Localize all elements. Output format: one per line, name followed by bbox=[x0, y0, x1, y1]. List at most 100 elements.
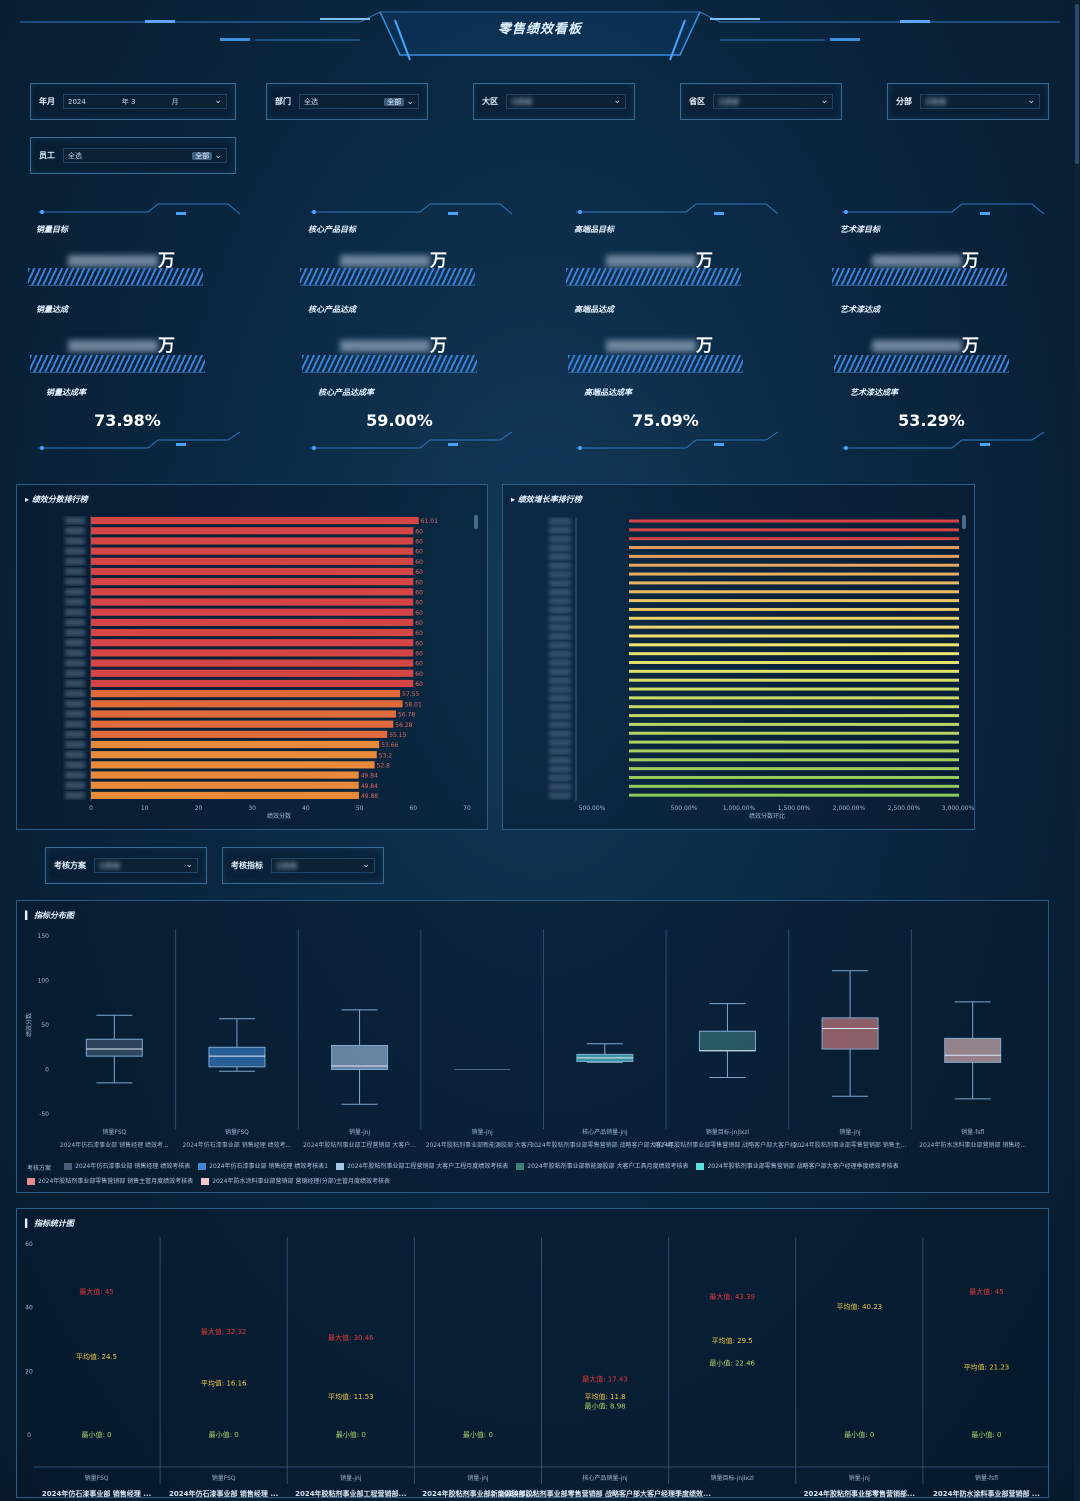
metric-select[interactable]: 无数据 ⌄ bbox=[271, 858, 375, 873]
bar[interactable] bbox=[91, 659, 414, 667]
bar[interactable] bbox=[91, 517, 419, 525]
bar[interactable] bbox=[91, 761, 375, 769]
filter-region[interactable]: 大区 无数据 ⌄ bbox=[473, 83, 635, 120]
bar[interactable] bbox=[629, 616, 959, 620]
bar[interactable] bbox=[91, 608, 414, 616]
filter-branch[interactable]: 分部 无数据 ⌄ bbox=[887, 83, 1049, 120]
chevron-down-icon[interactable]: ⌄ bbox=[613, 96, 621, 106]
bar[interactable] bbox=[629, 705, 959, 709]
legend-item[interactable]: 2024年胶粘剂事业部零售营销部 销售主管月度绩效考核表 bbox=[27, 1176, 193, 1187]
bar[interactable] bbox=[629, 625, 959, 629]
bar[interactable] bbox=[629, 519, 959, 523]
bar[interactable] bbox=[91, 618, 414, 626]
chart-scrollbar[interactable] bbox=[962, 515, 966, 529]
legend-item[interactable]: 2024年胶粘剂事业部零售营销部 战略客户部大客户经理季度绩效考核表 bbox=[696, 1161, 899, 1172]
bar[interactable] bbox=[91, 781, 359, 789]
bar[interactable] bbox=[629, 554, 959, 558]
bar[interactable] bbox=[629, 687, 959, 691]
box-plot-item[interactable] bbox=[85, 1014, 143, 1084]
filter-employee[interactable]: 员工 全选 全部 ⌄ bbox=[30, 137, 236, 174]
bar[interactable] bbox=[629, 599, 959, 603]
bar[interactable] bbox=[629, 528, 959, 532]
plan-select[interactable]: 无数据 ⌄ bbox=[94, 858, 198, 873]
bar[interactable] bbox=[629, 722, 959, 726]
chevron-down-icon[interactable]: ⌄ bbox=[406, 96, 414, 107]
bar[interactable] bbox=[91, 598, 414, 606]
chevron-down-icon[interactable]: ⌄ bbox=[214, 150, 222, 161]
box-plot-item[interactable] bbox=[821, 970, 879, 1097]
legend-item[interactable]: 2024年胶粘剂事业部工程营销部 大客户工程月度绩效考核表 bbox=[336, 1161, 508, 1172]
bar[interactable] bbox=[629, 714, 959, 718]
bar[interactable] bbox=[91, 720, 394, 728]
bar[interactable] bbox=[629, 775, 959, 779]
legend-item[interactable]: 2024年仿石漆事业部 销售经理 绩效考核表 bbox=[64, 1161, 190, 1172]
chevron-down-icon[interactable]: ⌄ bbox=[820, 96, 828, 106]
bar[interactable] bbox=[91, 700, 403, 708]
filter-year-month[interactable]: 年月 2024 年 3 月 ⌄ bbox=[30, 83, 236, 120]
bar[interactable] bbox=[91, 578, 414, 586]
box-plot-item[interactable] bbox=[698, 1003, 756, 1079]
bar[interactable] bbox=[629, 678, 959, 682]
bar[interactable] bbox=[629, 767, 959, 771]
bar[interactable] bbox=[629, 581, 959, 585]
filter-province[interactable]: 省区 无数据 ⌄ bbox=[680, 83, 842, 120]
bar[interactable] bbox=[91, 537, 414, 545]
legend-item[interactable]: 2024年仿石漆事业部 销售经理 绩效考核表1 bbox=[198, 1161, 328, 1172]
box-plot-item[interactable] bbox=[331, 1009, 389, 1105]
bar[interactable] bbox=[629, 546, 959, 550]
bar[interactable] bbox=[91, 547, 414, 555]
bar[interactable] bbox=[629, 696, 959, 700]
bar[interactable] bbox=[629, 537, 959, 541]
department-select[interactable]: 全选 全部 ⌄ bbox=[299, 94, 419, 109]
bar[interactable] bbox=[91, 751, 377, 759]
bar[interactable] bbox=[91, 649, 414, 657]
chevron-down-icon[interactable]: ⌄ bbox=[185, 860, 193, 870]
bar[interactable] bbox=[91, 771, 359, 779]
bar[interactable] bbox=[91, 791, 359, 799]
bar[interactable] bbox=[629, 607, 959, 611]
bar[interactable] bbox=[629, 643, 959, 647]
bar[interactable] bbox=[91, 557, 414, 565]
bar[interactable] bbox=[629, 652, 959, 656]
legend-item[interactable]: 2024年防水涂料事业部营销部 营销经理(分部)主管月度绩效考核表 bbox=[201, 1176, 390, 1187]
bar[interactable] bbox=[91, 679, 414, 688]
box-plot-item[interactable] bbox=[208, 1018, 266, 1072]
legend-item[interactable]: 2024年胶粘剂事业部新能源胶部 大客户工具月度绩效考核表 bbox=[516, 1161, 688, 1172]
bar[interactable] bbox=[629, 740, 959, 744]
branch-select[interactable]: 无数据 ⌄ bbox=[920, 94, 1040, 109]
bar[interactable] bbox=[629, 758, 959, 762]
chart-scrollbar[interactable] bbox=[474, 515, 478, 529]
province-select[interactable]: 无数据 ⌄ bbox=[713, 94, 833, 109]
box-plot-item[interactable] bbox=[576, 1043, 634, 1063]
bar[interactable] bbox=[629, 661, 959, 664]
chevron-down-icon[interactable]: ⌄ bbox=[214, 96, 222, 106]
year-month-select[interactable]: 2024 年 3 月 ⌄ bbox=[63, 94, 227, 109]
selector-metric[interactable]: 考核指标 无数据 ⌄ bbox=[222, 847, 384, 884]
chevron-down-icon[interactable]: ⌄ bbox=[362, 860, 370, 870]
selector-plan[interactable]: 考核方案 无数据 ⌄ bbox=[45, 847, 207, 884]
bar[interactable] bbox=[91, 527, 414, 535]
bar[interactable] bbox=[629, 784, 959, 788]
box-plot-item[interactable] bbox=[944, 1001, 1002, 1100]
scrollbar-thumb[interactable] bbox=[1075, 4, 1079, 164]
bar[interactable] bbox=[91, 690, 401, 698]
bar[interactable] bbox=[91, 628, 414, 637]
bar[interactable] bbox=[629, 572, 959, 576]
bar[interactable] bbox=[629, 669, 959, 673]
bar[interactable] bbox=[91, 588, 414, 596]
employee-select[interactable]: 全选 全部 ⌄ bbox=[63, 148, 227, 163]
bar[interactable] bbox=[629, 749, 959, 753]
bar[interactable] bbox=[91, 639, 414, 647]
bar[interactable] bbox=[629, 634, 959, 638]
bar[interactable] bbox=[629, 793, 959, 797]
region-select[interactable]: 无数据 ⌄ bbox=[506, 94, 626, 109]
bar[interactable] bbox=[629, 731, 959, 735]
chevron-down-icon[interactable]: ⌄ bbox=[1027, 96, 1035, 106]
bar[interactable] bbox=[629, 563, 959, 567]
bar[interactable] bbox=[91, 710, 396, 718]
bar[interactable] bbox=[91, 740, 380, 749]
bar[interactable] bbox=[629, 590, 959, 594]
bar[interactable] bbox=[91, 730, 388, 738]
bar[interactable] bbox=[91, 567, 414, 576]
page-scrollbar[interactable] bbox=[1074, 0, 1080, 1501]
